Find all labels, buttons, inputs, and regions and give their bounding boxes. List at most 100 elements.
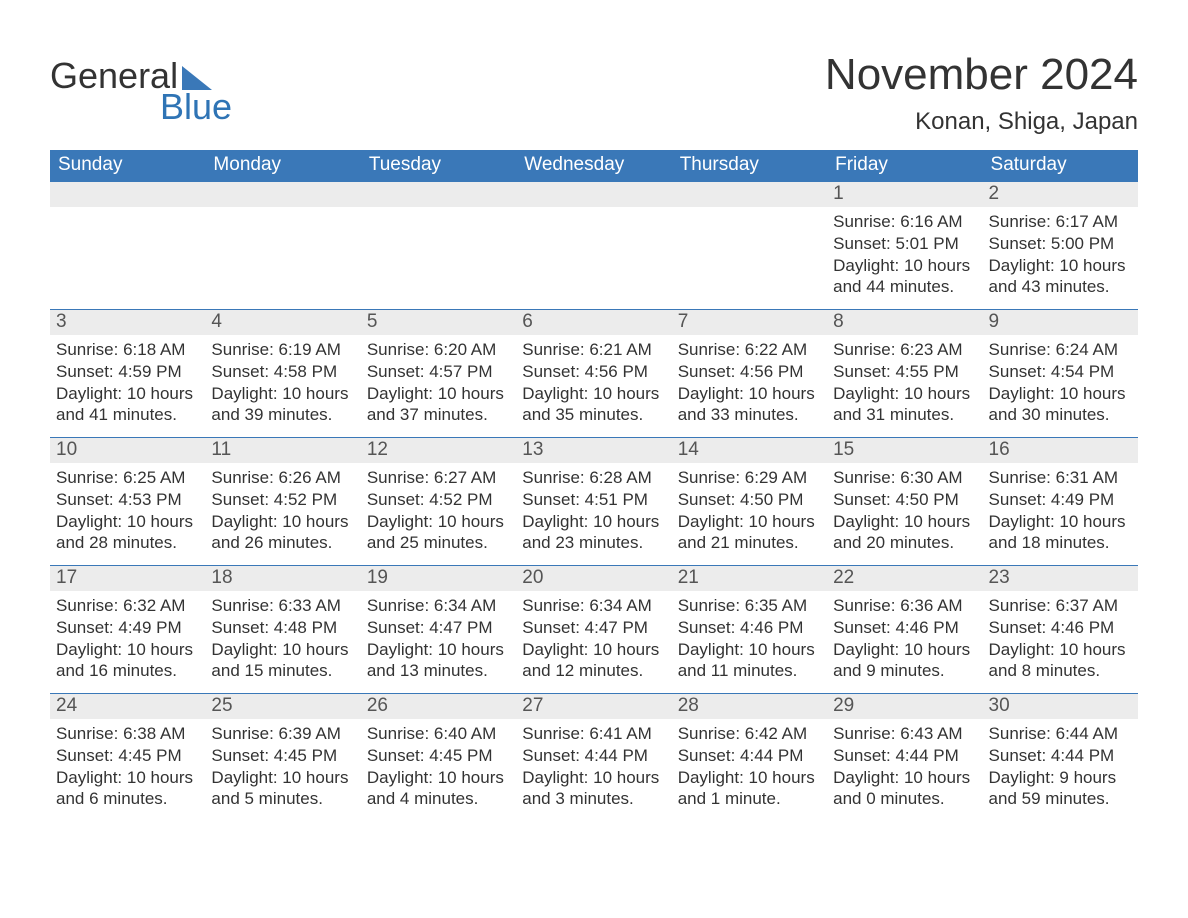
sunset-text: Sunset: 4:46 PM [989,617,1132,639]
month-title: November 2024 [825,50,1138,100]
sunrise-text: Sunrise: 6:34 AM [522,595,665,617]
day-details: Sunrise: 6:40 AMSunset: 4:45 PMDaylight:… [361,719,516,810]
calendar-cell: 23Sunrise: 6:37 AMSunset: 4:46 PMDayligh… [983,565,1138,693]
day-number: 24 [50,693,205,719]
daylight-text: Daylight: 10 hours and 5 minutes. [211,767,354,811]
calendar-cell: 20Sunrise: 6:34 AMSunset: 4:47 PMDayligh… [516,565,671,693]
day-details: Sunrise: 6:30 AMSunset: 4:50 PMDaylight:… [827,463,982,554]
calendar-cell: 8Sunrise: 6:23 AMSunset: 4:55 PMDaylight… [827,309,982,437]
daylight-text: Daylight: 10 hours and 11 minutes. [678,639,821,683]
daylight-text: Daylight: 10 hours and 28 minutes. [56,511,199,555]
calendar-cell: 3Sunrise: 6:18 AMSunset: 4:59 PMDaylight… [50,309,205,437]
day-number: 27 [516,693,671,719]
sunrise-text: Sunrise: 6:16 AM [833,211,976,233]
sunrise-text: Sunrise: 6:33 AM [211,595,354,617]
day-details: Sunrise: 6:36 AMSunset: 4:46 PMDaylight:… [827,591,982,682]
day-number: 9 [983,309,1138,335]
logo-word1: General [50,58,178,94]
calendar-cell: 13Sunrise: 6:28 AMSunset: 4:51 PMDayligh… [516,437,671,565]
sunset-text: Sunset: 5:00 PM [989,233,1132,255]
day-details: Sunrise: 6:16 AMSunset: 5:01 PMDaylight:… [827,207,982,298]
sunrise-text: Sunrise: 6:32 AM [56,595,199,617]
sunrise-text: Sunrise: 6:27 AM [367,467,510,489]
calendar-cell: 4Sunrise: 6:19 AMSunset: 4:58 PMDaylight… [205,309,360,437]
day-details: Sunrise: 6:27 AMSunset: 4:52 PMDaylight:… [361,463,516,554]
day-details: Sunrise: 6:33 AMSunset: 4:48 PMDaylight:… [205,591,360,682]
day-number: 16 [983,437,1138,463]
day-number: 18 [205,565,360,591]
daylight-text: Daylight: 10 hours and 13 minutes. [367,639,510,683]
sunset-text: Sunset: 4:54 PM [989,361,1132,383]
calendar-cell: 28Sunrise: 6:42 AMSunset: 4:44 PMDayligh… [672,693,827,821]
daylight-text: Daylight: 10 hours and 21 minutes. [678,511,821,555]
sunrise-text: Sunrise: 6:43 AM [833,723,976,745]
day-number: 17 [50,565,205,591]
day-details: Sunrise: 6:23 AMSunset: 4:55 PMDaylight:… [827,335,982,426]
day-number: 14 [672,437,827,463]
sunset-text: Sunset: 4:52 PM [211,489,354,511]
day-details: Sunrise: 6:18 AMSunset: 4:59 PMDaylight:… [50,335,205,426]
calendar-cell: 24Sunrise: 6:38 AMSunset: 4:45 PMDayligh… [50,693,205,821]
day-details: Sunrise: 6:39 AMSunset: 4:45 PMDaylight:… [205,719,360,810]
sunset-text: Sunset: 4:56 PM [522,361,665,383]
sunset-text: Sunset: 4:45 PM [367,745,510,767]
weekday-header: Wednesday [516,150,671,181]
day-number: 30 [983,693,1138,719]
day-details: Sunrise: 6:19 AMSunset: 4:58 PMDaylight:… [205,335,360,426]
calendar-cell: 19Sunrise: 6:34 AMSunset: 4:47 PMDayligh… [361,565,516,693]
calendar-cell: 27Sunrise: 6:41 AMSunset: 4:44 PMDayligh… [516,693,671,821]
weekday-header: Sunday [50,150,205,181]
sunset-text: Sunset: 4:59 PM [56,361,199,383]
day-details: Sunrise: 6:34 AMSunset: 4:47 PMDaylight:… [361,591,516,682]
logo-word2: Blue [160,86,232,128]
day-number: 25 [205,693,360,719]
daylight-text: Daylight: 10 hours and 18 minutes. [989,511,1132,555]
daylight-text: Daylight: 10 hours and 1 minute. [678,767,821,811]
daylight-text: Daylight: 10 hours and 33 minutes. [678,383,821,427]
day-number: 21 [672,565,827,591]
daylight-text: Daylight: 10 hours and 6 minutes. [56,767,199,811]
day-details: Sunrise: 6:38 AMSunset: 4:45 PMDaylight:… [50,719,205,810]
day-number: 15 [827,437,982,463]
calendar-cell: 2Sunrise: 6:17 AMSunset: 5:00 PMDaylight… [983,181,1138,309]
calendar-cell: 26Sunrise: 6:40 AMSunset: 4:45 PMDayligh… [361,693,516,821]
day-details: Sunrise: 6:25 AMSunset: 4:53 PMDaylight:… [50,463,205,554]
day-details: Sunrise: 6:21 AMSunset: 4:56 PMDaylight:… [516,335,671,426]
day-details: Sunrise: 6:34 AMSunset: 4:47 PMDaylight:… [516,591,671,682]
sunrise-text: Sunrise: 6:44 AM [989,723,1132,745]
weekday-header: Monday [205,150,360,181]
sunset-text: Sunset: 4:50 PM [833,489,976,511]
logo: General Blue [50,58,232,128]
calendar-week: 1Sunrise: 6:16 AMSunset: 5:01 PMDaylight… [50,181,1138,309]
weekday-header: Thursday [672,150,827,181]
calendar-cell: 18Sunrise: 6:33 AMSunset: 4:48 PMDayligh… [205,565,360,693]
calendar-cell: 30Sunrise: 6:44 AMSunset: 4:44 PMDayligh… [983,693,1138,821]
calendar-cell: 11Sunrise: 6:26 AMSunset: 4:52 PMDayligh… [205,437,360,565]
calendar-cell: 6Sunrise: 6:21 AMSunset: 4:56 PMDaylight… [516,309,671,437]
sunrise-text: Sunrise: 6:29 AM [678,467,821,489]
sunset-text: Sunset: 4:46 PM [678,617,821,639]
sunset-text: Sunset: 4:50 PM [678,489,821,511]
sunrise-text: Sunrise: 6:18 AM [56,339,199,361]
day-number: 19 [361,565,516,591]
calendar-week: 10Sunrise: 6:25 AMSunset: 4:53 PMDayligh… [50,437,1138,565]
sunrise-text: Sunrise: 6:22 AM [678,339,821,361]
sunset-text: Sunset: 4:44 PM [833,745,976,767]
calendar-week: 3Sunrise: 6:18 AMSunset: 4:59 PMDaylight… [50,309,1138,437]
day-details: Sunrise: 6:44 AMSunset: 4:44 PMDaylight:… [983,719,1138,810]
daylight-text: Daylight: 10 hours and 25 minutes. [367,511,510,555]
day-details: Sunrise: 6:31 AMSunset: 4:49 PMDaylight:… [983,463,1138,554]
sunrise-text: Sunrise: 6:19 AM [211,339,354,361]
calendar-cell: 1Sunrise: 6:16 AMSunset: 5:01 PMDaylight… [827,181,982,309]
daylight-text: Daylight: 10 hours and 8 minutes. [989,639,1132,683]
calendar-cell [361,181,516,309]
day-details: Sunrise: 6:20 AMSunset: 4:57 PMDaylight:… [361,335,516,426]
daylight-text: Daylight: 10 hours and 31 minutes. [833,383,976,427]
sunset-text: Sunset: 4:49 PM [56,617,199,639]
sunrise-text: Sunrise: 6:17 AM [989,211,1132,233]
calendar-cell: 12Sunrise: 6:27 AMSunset: 4:52 PMDayligh… [361,437,516,565]
empty-day-bar [672,181,827,207]
calendar-week: 24Sunrise: 6:38 AMSunset: 4:45 PMDayligh… [50,693,1138,821]
sunrise-text: Sunrise: 6:20 AM [367,339,510,361]
sunset-text: Sunset: 4:46 PM [833,617,976,639]
